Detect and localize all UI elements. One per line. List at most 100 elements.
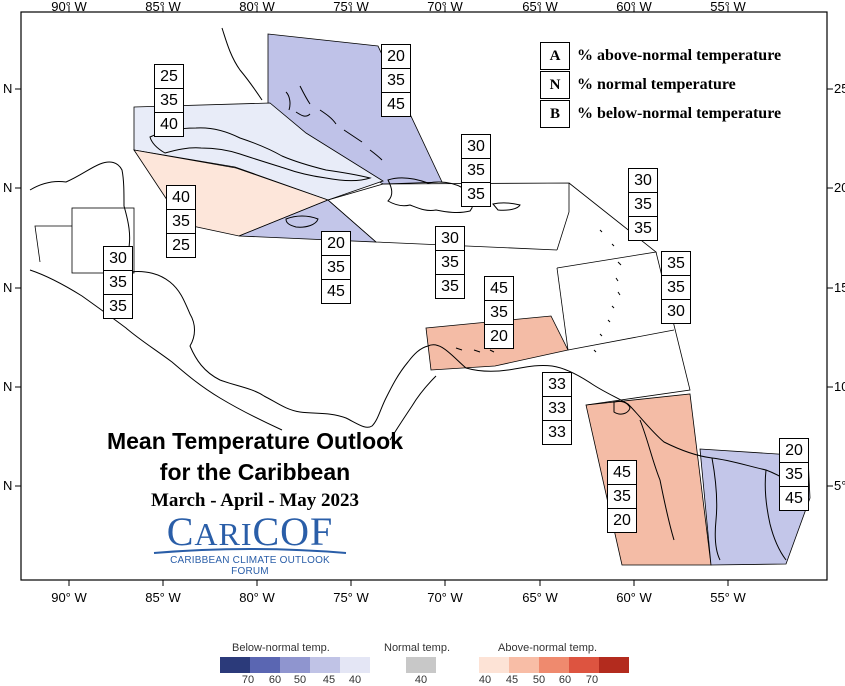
prob-below: 35 <box>436 274 464 298</box>
prob-below: 45 <box>780 486 808 510</box>
legend-text-normal: % normal temperature <box>577 75 736 93</box>
scale-label: 45 <box>322 674 336 686</box>
coast-puerto-rico <box>492 202 521 211</box>
prob-box-leeward: 30 35 35 <box>628 168 658 241</box>
prob-below: 20 <box>485 324 513 348</box>
legend-text-above: % above-normal temperature <box>577 46 782 64</box>
lat-label: 20 <box>834 180 845 195</box>
swatch-below-40 <box>340 657 370 673</box>
prob-above: 45 <box>613 464 631 481</box>
prob-box-hispaniola-north: 30 35 35 <box>461 134 491 207</box>
prob-box-cayman: 40 35 25 <box>166 185 196 258</box>
lon-label: 65° W <box>522 590 558 605</box>
prob-normal: 35 <box>485 300 513 324</box>
prob-above: 20 <box>327 235 345 252</box>
prob-below: 25 <box>167 233 195 257</box>
legend-key-b: B <box>540 99 570 128</box>
prob-above: 30 <box>467 138 485 155</box>
prob-below: 35 <box>629 216 657 240</box>
prob-above: 20 <box>785 442 803 459</box>
prob-above: 30 <box>109 250 127 267</box>
prob-normal: 35 <box>436 250 464 274</box>
prob-box-hispaniola-south: 30 35 35 <box>435 226 465 299</box>
scale-label: 70 <box>241 674 255 686</box>
coastlines <box>29 27 807 561</box>
prob-above: 25 <box>160 68 178 85</box>
lat-label: N <box>3 180 12 195</box>
scale-title-below: Below-normal temp. <box>232 642 330 654</box>
axis-top <box>68 6 729 12</box>
prob-normal: 35 <box>155 88 183 112</box>
legend-row-normal: N % normal temperature <box>540 70 781 99</box>
coast-lesser-antilles <box>593 229 622 353</box>
prob-box-trinidad: 33 33 33 <box>542 372 572 445</box>
prob-normal: 35 <box>608 484 636 508</box>
swatch-below-60 <box>250 657 280 673</box>
legend: A % above-normal temperature N % normal … <box>540 41 781 128</box>
axis-bottom <box>68 580 729 586</box>
coast-bahamas <box>285 85 383 161</box>
lat-label: N <box>3 478 12 493</box>
prob-normal: 35 <box>462 158 490 182</box>
scale-label: 40 <box>478 674 492 686</box>
scale-label: 60 <box>268 674 282 686</box>
lon-label: 70° W <box>427 0 463 14</box>
coast-pacific <box>29 269 283 431</box>
swatch-above-70 <box>599 657 629 673</box>
prob-below: 35 <box>104 294 132 318</box>
lat-label: N <box>3 81 12 96</box>
axis-right <box>827 88 833 487</box>
swatch-above-60 <box>569 657 599 673</box>
lon-label: 55° W <box>710 0 746 14</box>
legend-key-n: N <box>540 70 570 99</box>
legend-key-a: A <box>540 41 570 70</box>
map-title-line1: Mean Temperature Outlook <box>106 428 404 454</box>
scale-label: 70 <box>585 674 599 686</box>
prob-below: 40 <box>155 112 183 136</box>
prob-below: 35 <box>462 182 490 206</box>
lon-label: 55° W <box>710 590 746 605</box>
lon-label: 70° W <box>427 590 463 605</box>
prob-box-guyana: 45 35 20 <box>607 460 637 533</box>
prob-above: 35 <box>667 255 685 272</box>
scale-title-normal: Normal temp. <box>384 642 451 654</box>
coast-florida <box>221 27 263 101</box>
prob-below: 33 <box>543 420 571 444</box>
coast-hispaniola <box>387 177 474 214</box>
prob-box-suriname: 20 35 45 <box>779 438 809 511</box>
prob-normal: 35 <box>322 255 350 279</box>
scale-label: 50 <box>532 674 546 686</box>
legend-row-below: B % below-normal temperature <box>540 99 781 128</box>
swatch-above-50 <box>539 657 569 673</box>
scale-title-above: Above-normal temp. <box>498 642 598 654</box>
lon-label: 80° W <box>239 590 275 605</box>
legend-text-below: % below-normal temperature <box>577 104 782 122</box>
coast-orinoco <box>389 375 437 441</box>
coast-abc-islands <box>455 347 495 353</box>
lon-label: 90° W <box>51 0 87 14</box>
logo-part-ari: ARI <box>194 516 253 552</box>
prob-box-bahamas: 20 35 45 <box>381 44 411 117</box>
axis-left <box>15 88 21 487</box>
lon-label: 60° W <box>616 0 652 14</box>
prob-normal: 35 <box>780 462 808 486</box>
prob-normal: 35 <box>104 270 132 294</box>
prob-below: 30 <box>662 299 690 323</box>
lat-label: 10 <box>834 379 845 394</box>
scale-label: 50 <box>293 674 307 686</box>
coast-south-america <box>427 344 807 497</box>
lon-label: 75° W <box>333 0 369 14</box>
lat-labels-left: N N N N N <box>3 81 12 493</box>
swatch-below-50 <box>280 657 310 673</box>
logo-arc-icon <box>153 548 347 554</box>
prob-normal: 35 <box>382 68 410 92</box>
prob-above: 20 <box>387 48 405 65</box>
swatch-normal <box>406 657 436 673</box>
legend-row-above: A % above-normal temperature <box>540 41 781 70</box>
lat-label: N <box>3 379 12 394</box>
prob-normal: 35 <box>662 275 690 299</box>
swatch-above-40 <box>479 657 509 673</box>
lon-label: 65° W <box>522 0 558 14</box>
lat-labels-right: 25 20 15 10 5° <box>834 81 845 493</box>
prob-above: 33 <box>548 376 566 393</box>
